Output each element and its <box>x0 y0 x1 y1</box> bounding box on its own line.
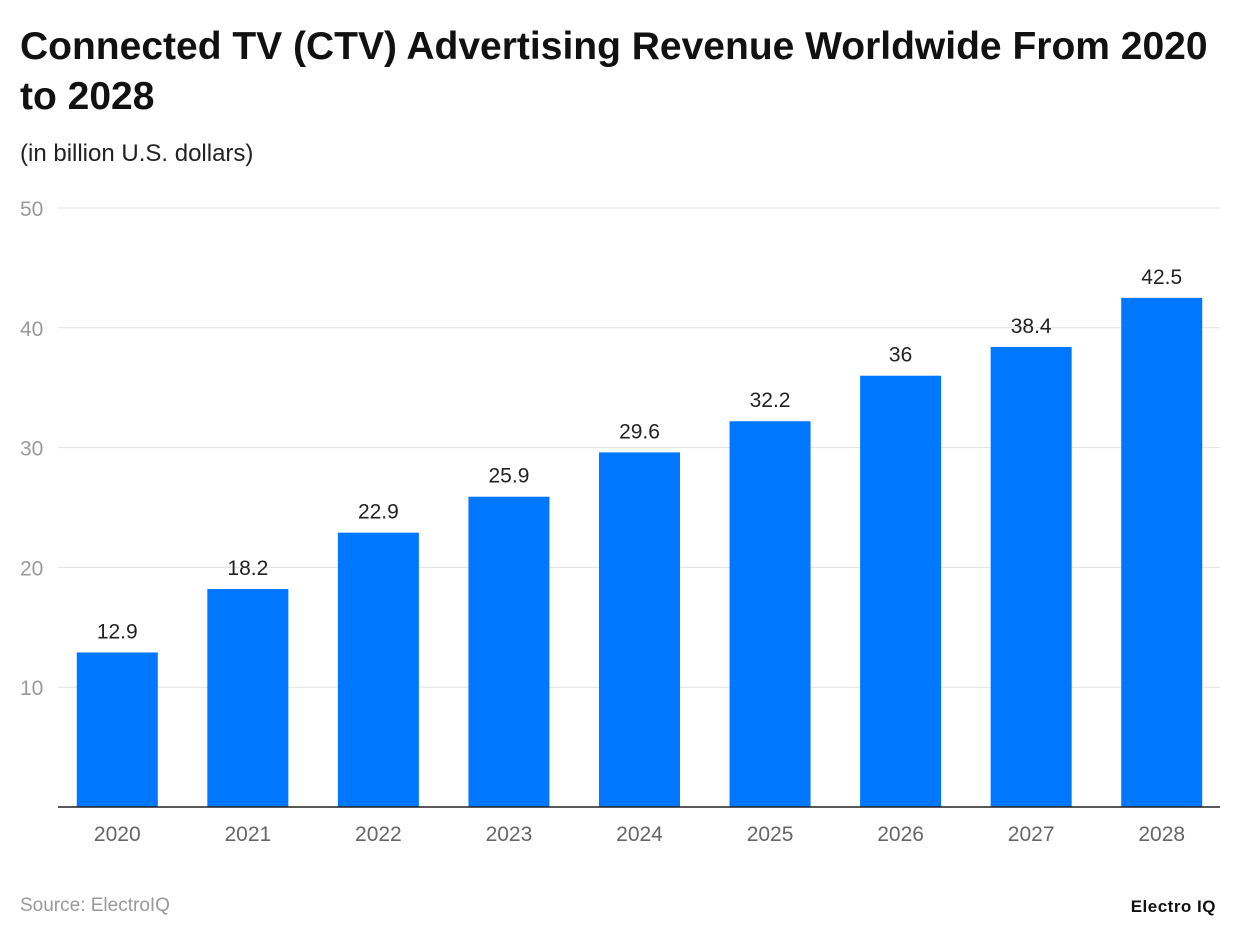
y-tick-label: 30 <box>20 438 43 461</box>
data-label: 38.4 <box>1011 315 1052 338</box>
source-note: Source: ElectroIQ <box>20 895 170 916</box>
bar-2021 <box>207 588 289 807</box>
x-tick-label: 2022 <box>355 823 402 846</box>
electro-iq-logo: Electro IQ <box>1130 897 1216 916</box>
chart-title: Connected TV (CTV) Advertising Revenue W… <box>20 25 1208 118</box>
data-label: 25.9 <box>489 465 530 488</box>
data-label: 29.6 <box>619 420 660 443</box>
bar-2024 <box>599 452 680 807</box>
data-label: 36 <box>889 344 912 367</box>
y-tick-label: 20 <box>20 557 43 580</box>
bar-2022 <box>337 532 419 807</box>
bar-2020 <box>76 652 158 807</box>
bar-2025 <box>729 421 811 807</box>
data-label: 22.9 <box>358 501 399 524</box>
x-tick-label: 2023 <box>486 823 533 846</box>
x-tick-label: 2024 <box>616 823 663 846</box>
data-label: 32.2 <box>750 389 791 412</box>
y-tick-label: 10 <box>20 677 43 700</box>
bar-2023 <box>468 496 550 807</box>
data-label: 12.9 <box>97 620 138 643</box>
y-tick-label: 40 <box>20 318 43 341</box>
x-tick-label: 2025 <box>747 823 794 846</box>
x-tick-label: 2028 <box>1138 823 1185 846</box>
x-tick-label: 2027 <box>1008 823 1055 846</box>
x-tick-label: 2020 <box>94 823 141 846</box>
bar-2027 <box>990 346 1072 807</box>
x-tick-label: 2026 <box>877 823 924 846</box>
y-tick-label: 50 <box>20 198 43 221</box>
bar-2026 <box>860 375 942 807</box>
data-label: 18.2 <box>227 557 268 580</box>
chart-subtitle: (in billion U.S. dollars) <box>20 140 254 167</box>
bar-2028 <box>1121 297 1203 807</box>
x-tick-label: 2021 <box>224 823 271 846</box>
data-label: 42.5 <box>1141 266 1182 289</box>
